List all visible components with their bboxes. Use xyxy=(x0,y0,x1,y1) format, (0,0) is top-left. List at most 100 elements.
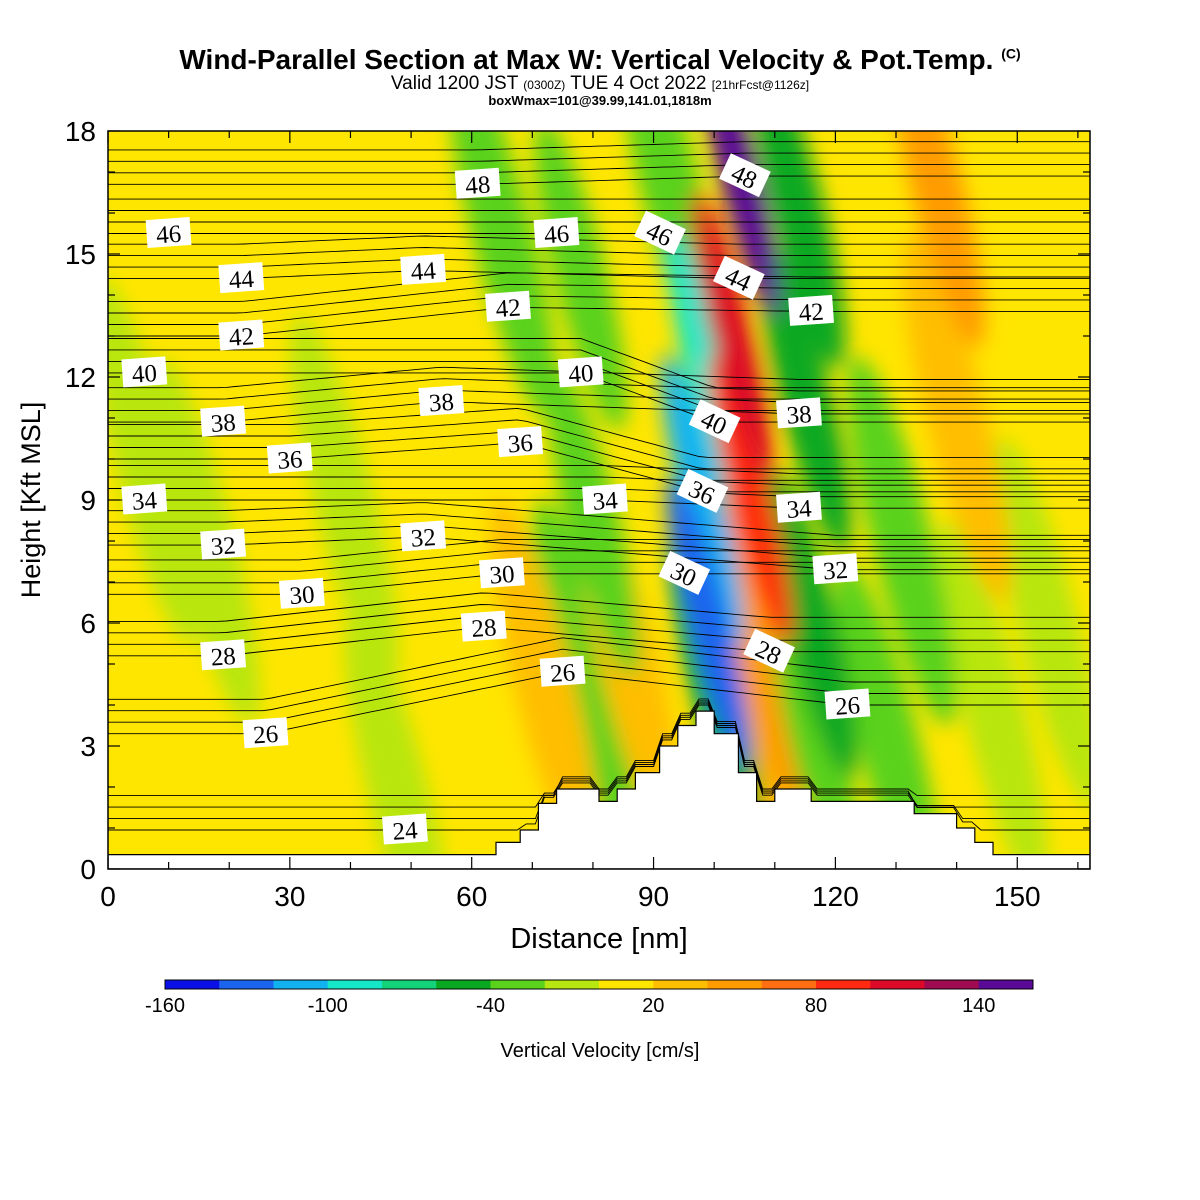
y-axis-label: Height [Kft MSL] xyxy=(16,402,46,599)
theta-label-15: 34 xyxy=(776,491,822,524)
y-tick-label: 0 xyxy=(80,854,96,885)
theta-line-30-0 xyxy=(108,573,1090,595)
theta-label-bg xyxy=(582,483,628,515)
colorbar-swatch-6 xyxy=(490,980,546,989)
theta-label-bg xyxy=(460,610,507,642)
theta-label-text: 40 xyxy=(131,360,158,389)
theta-line-42-0 xyxy=(108,306,1090,337)
theta-label-5: 28 xyxy=(460,610,507,643)
theta-line-38-1 xyxy=(108,389,1090,412)
theta-line-40-3 xyxy=(108,338,1090,389)
theta-label-bg xyxy=(533,217,580,249)
colorbar-swatch-7 xyxy=(544,980,600,989)
theta-label-bg xyxy=(200,639,247,671)
theta-label-text: 28 xyxy=(471,614,498,643)
theta-label-1: 26 xyxy=(242,717,289,750)
velocity-feature-18 xyxy=(546,365,640,676)
theta-label-bg xyxy=(539,655,586,687)
theta-label-text: 40 xyxy=(568,360,595,389)
theta-label-text: 32 xyxy=(210,532,237,561)
theta-line-28-1 xyxy=(108,615,1090,645)
colorbar-swatch-13 xyxy=(870,980,925,989)
theta-line-48-0 xyxy=(108,175,1090,185)
theta-label-bg xyxy=(121,356,168,388)
theta-line-28-2 xyxy=(108,604,1090,634)
theta-label-text: 44 xyxy=(228,266,255,295)
theta-label-text: 26 xyxy=(252,721,279,750)
theta-line-48-3 xyxy=(108,141,1090,151)
colorbar-tick-label: -40 xyxy=(476,995,505,1017)
theta-line-44-3 xyxy=(108,235,1090,245)
theta-label-29: 44 xyxy=(400,253,447,286)
theta-label-text: 42 xyxy=(228,323,255,352)
chart-subtitle: Valid 1200 JST (0300Z) TUE 4 Oct 2022 [2… xyxy=(0,74,1200,95)
theta-line-42-2 xyxy=(108,283,1090,314)
theta-label-bg xyxy=(557,356,604,388)
theta-line-30-1 xyxy=(108,561,1090,584)
theta-label-bg xyxy=(743,628,796,673)
theta-label-bg xyxy=(497,426,544,458)
theta-label-text: 30 xyxy=(289,581,316,610)
colorbar: Vertical Velocity [cm/s] -160 -100 -40 20 80… xyxy=(145,979,1034,1062)
copyright-mark: (C) xyxy=(1001,45,1021,62)
theta-label-14: 34 xyxy=(582,483,628,516)
colorbar-label: Vertical Velocity [cm/s] xyxy=(501,1040,700,1062)
theta-label-text: 32 xyxy=(410,524,437,553)
theta-label-text: 38 xyxy=(210,409,237,438)
forecast-label: [21hrFcst@1126z] xyxy=(711,78,810,92)
theta-label-17: 36 xyxy=(497,426,544,458)
box-wmax-label: boxWmax=101@39.99,141.01,1818m xyxy=(488,93,712,108)
colorbar-swatch-8 xyxy=(599,980,654,989)
theta-label-bg xyxy=(218,262,265,294)
theta-label-9: 30 xyxy=(658,550,711,595)
valid-date-label: TUE 4 Oct 2022 xyxy=(570,73,707,94)
terrain-polygon xyxy=(108,710,1090,869)
theta-label-text: 24 xyxy=(392,817,419,846)
chart-title-text: Wind-Parallel Section at Max W: Vertical… xyxy=(179,44,994,75)
theta-label-text: 42 xyxy=(798,299,825,328)
theta-line-48-1 xyxy=(108,164,1090,174)
theta-label-text: 34 xyxy=(131,487,158,516)
theta-label-27: 42 xyxy=(788,294,835,328)
colorbar-tick-label: 80 xyxy=(805,995,827,1017)
theta-label-bg xyxy=(400,520,447,552)
velocity-feature-28 xyxy=(666,477,750,769)
x-tick-label: 0 xyxy=(100,881,116,912)
theta-label-4: 28 xyxy=(200,639,247,672)
theta-label-8: 30 xyxy=(479,557,525,590)
theta-label-bg xyxy=(418,385,465,417)
colorbar-tick-label: -100 xyxy=(308,995,348,1017)
theta-label-text: 36 xyxy=(277,446,304,475)
theta-label-bg xyxy=(400,253,447,285)
theta-line-32-1 xyxy=(108,525,1090,559)
theta-label-bg xyxy=(812,553,859,585)
colorbar-swatch-2 xyxy=(273,980,329,989)
x-tick-label: 60 xyxy=(456,881,487,912)
theta-label-bg xyxy=(200,528,247,560)
x-tick-label: 120 xyxy=(812,881,859,912)
colorbar-swatch-4 xyxy=(382,980,437,989)
theta-label-text: 42 xyxy=(495,294,522,323)
velocity-feature-26 xyxy=(691,190,774,482)
theta-label-bg xyxy=(266,442,313,474)
theta-label-bg xyxy=(278,577,325,609)
theta-label-32: 46 xyxy=(533,217,580,249)
theta-label-20: 38 xyxy=(418,385,465,418)
theta-label-31: 46 xyxy=(145,217,192,249)
velocity-feature-21 xyxy=(758,242,852,553)
theta-label-bg xyxy=(788,294,835,326)
x-tick-label: 150 xyxy=(994,881,1041,912)
colorbar-swatch-12 xyxy=(816,980,871,989)
colorbar-border xyxy=(164,979,1034,990)
theta-line-44-0 xyxy=(108,270,1090,280)
theta-line-32-3 xyxy=(108,502,1090,536)
velocity-feature-19 xyxy=(892,131,985,348)
y-tick-label: 12 xyxy=(65,362,96,393)
x-tick-label: 30 xyxy=(274,881,305,912)
theta-label-bg xyxy=(676,468,729,513)
velocity-feature-13 xyxy=(847,356,957,726)
theta-label-text: 38 xyxy=(428,389,455,418)
theta-label-bg xyxy=(712,255,765,300)
